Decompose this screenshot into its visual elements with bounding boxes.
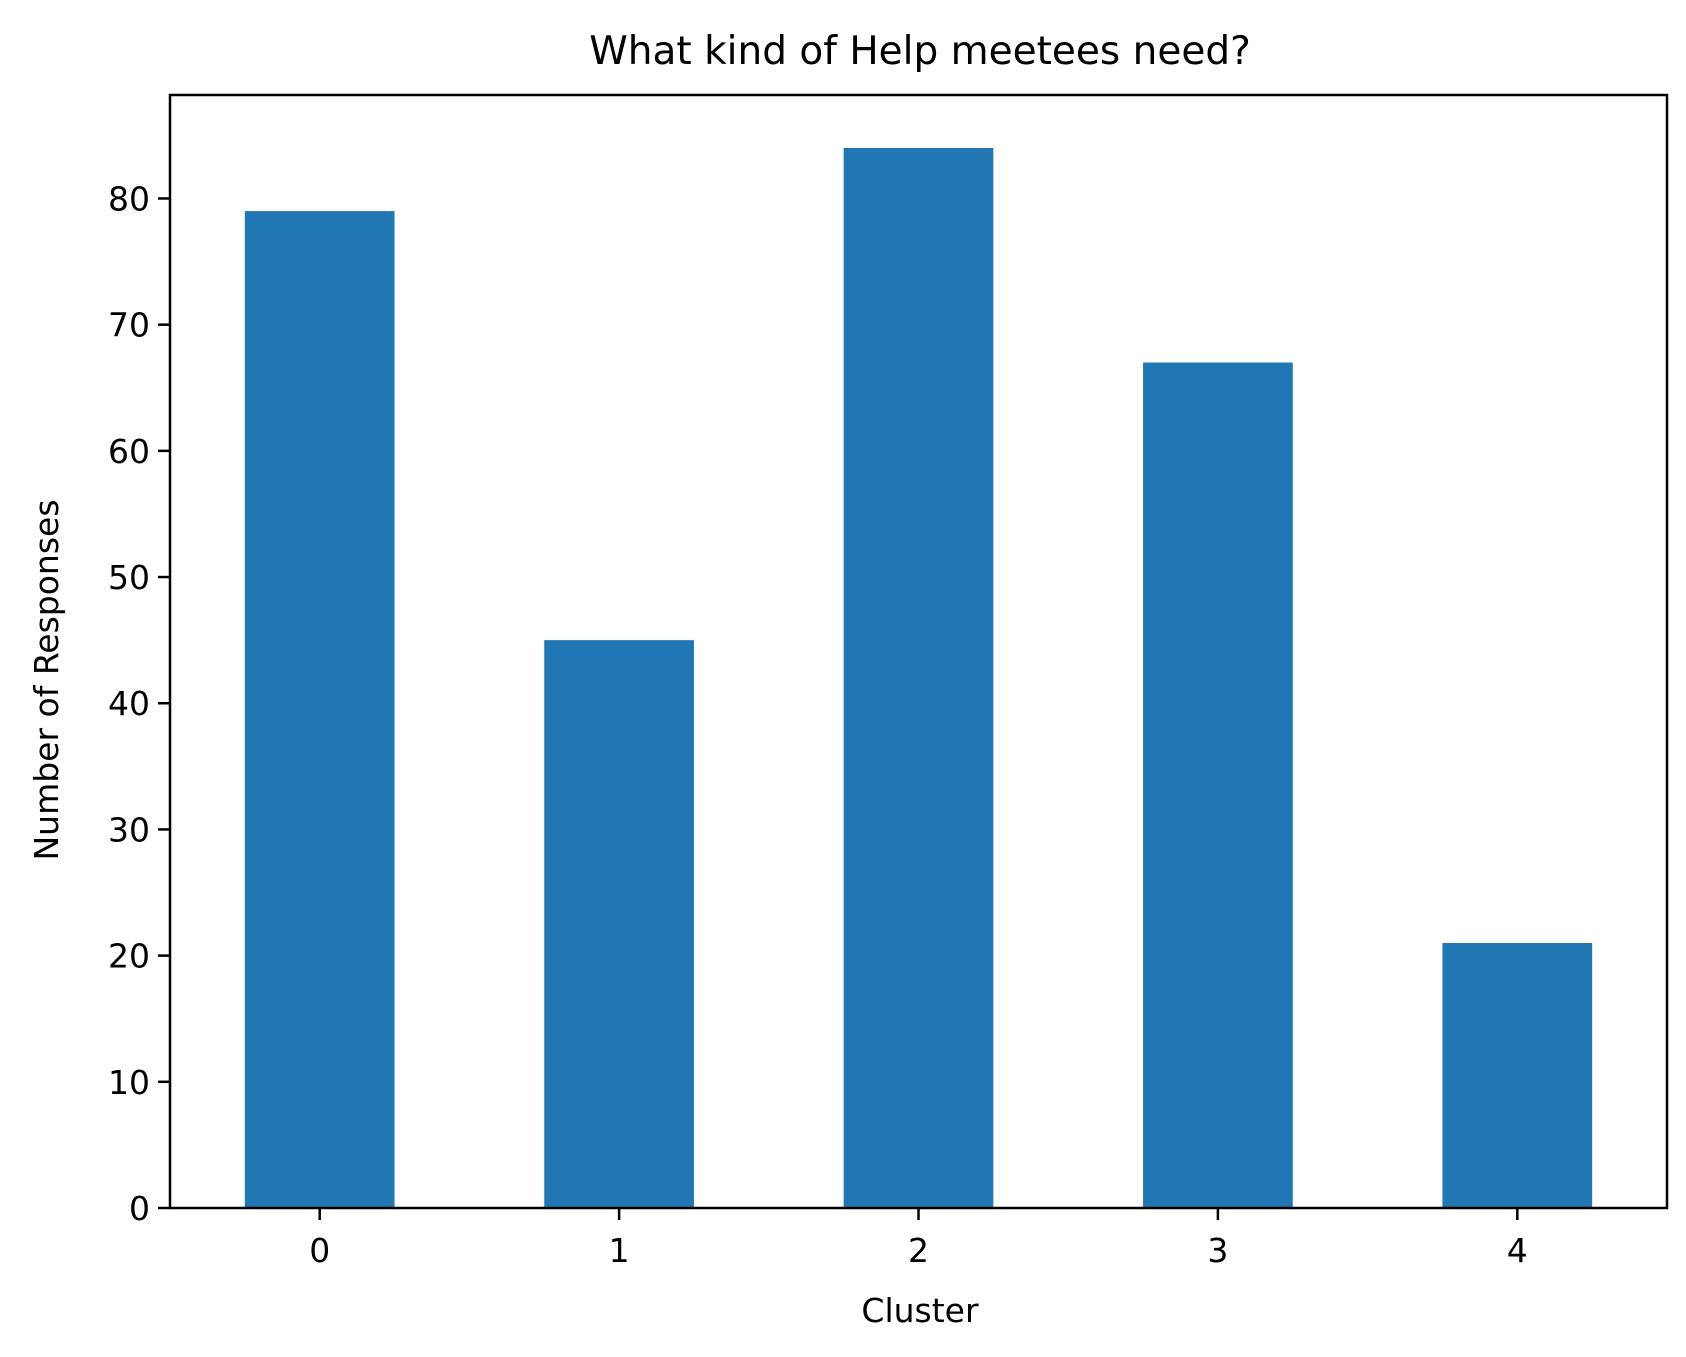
x-tick-label: 2 <box>908 1231 929 1270</box>
bar-cluster-0 <box>244 211 395 1209</box>
y-tick-label: 50 <box>108 558 150 597</box>
x-tick-label: 1 <box>609 1231 630 1270</box>
x-tick-label: 4 <box>1507 1231 1528 1270</box>
y-tick-label: 40 <box>108 684 150 723</box>
bar-cluster-4 <box>1442 943 1593 1208</box>
y-tick-label: 30 <box>108 810 150 849</box>
y-tick-label: 20 <box>108 937 150 976</box>
bar-cluster-3 <box>1143 362 1293 1208</box>
x-axis-ticks: 0 1 2 3 4 <box>309 1208 1528 1270</box>
y-tick-label: 0 <box>129 1189 150 1228</box>
y-tick-label: 70 <box>108 306 150 345</box>
bar-cluster-2 <box>843 148 994 1208</box>
y-tick-label: 60 <box>108 432 150 471</box>
chart-title: What kind of Help meetees need? <box>589 29 1251 74</box>
x-tick-label: 3 <box>1207 1231 1228 1270</box>
y-tick-label: 10 <box>108 1063 150 1102</box>
bar-cluster-1 <box>544 640 694 1208</box>
x-tick-label: 0 <box>309 1231 330 1270</box>
x-axis-label: Cluster <box>861 1291 979 1330</box>
y-axis-label: Number of Responses <box>27 499 66 860</box>
y-axis-ticks: 0 10 20 30 40 50 60 70 80 <box>108 179 170 1228</box>
y-tick-label: 80 <box>108 179 150 218</box>
bars-group <box>244 148 1593 1209</box>
